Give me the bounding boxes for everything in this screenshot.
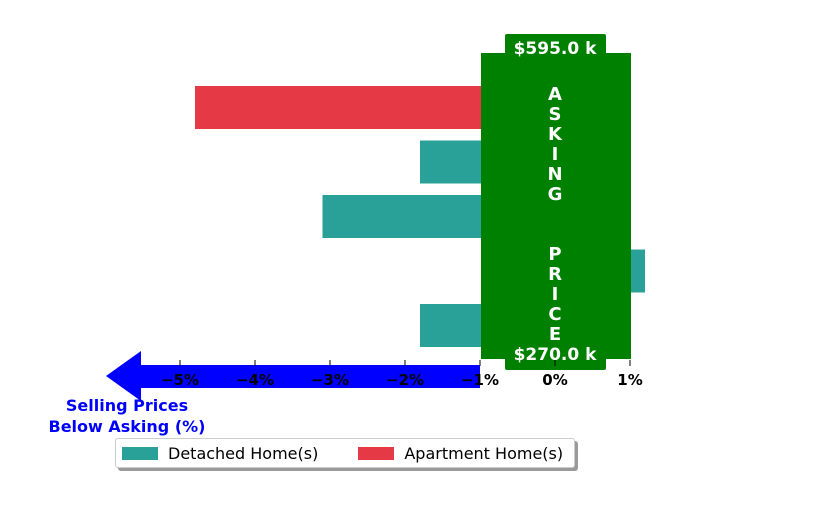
asking-letter-2: S [549, 104, 562, 125]
legend-swatch-apartment [358, 446, 395, 460]
asking-letter-12: C [548, 304, 561, 325]
legend-item-detached: Detached Home(s) [116, 444, 318, 463]
x-axis-label-line-1: Selling Prices [66, 396, 188, 415]
legend-label-apartment: Apartment Home(s) [404, 443, 564, 463]
asking-letter-11: I [552, 284, 559, 305]
x-axis-label-line-2: Below Asking (%) [49, 417, 206, 436]
x-tick-label-4: −2% [386, 371, 424, 389]
asking-price-band [481, 53, 631, 359]
bottom-price-box [505, 342, 606, 370]
x-tick-label-7: 1% [617, 371, 642, 389]
top-price-box [505, 34, 606, 62]
x-axis-arrow [106, 351, 480, 401]
legend-item-apartment: Apartment Home(s) [352, 444, 563, 463]
x-tick-label-2: −4% [236, 371, 274, 389]
legend: Detached Home(s) Apartment Home(s) [115, 438, 575, 468]
asking-letter-13: E [549, 324, 561, 345]
x-tick-label-3: −3% [311, 371, 349, 389]
legend-swatch-detached [122, 446, 158, 460]
x-tick-label-5: −1% [461, 371, 499, 389]
x-tick-label-6: 0% [542, 371, 567, 389]
asking-letter-5: N [547, 164, 562, 185]
asking-letter-6: G [548, 184, 563, 205]
legend-label-detached: Detached Home(s) [168, 443, 319, 463]
top-price-label: $595.0 k [514, 39, 598, 59]
asking-letter-1: A [548, 84, 562, 105]
x-tick-label-1: −5% [161, 371, 199, 389]
asking-letter-4: I [552, 144, 559, 165]
asking-letter-10: R [548, 264, 562, 285]
asking-letter-3: K [548, 124, 563, 145]
bottom-price-label: $270.0 k [514, 345, 598, 365]
asking-letter-9: P [548, 244, 561, 265]
